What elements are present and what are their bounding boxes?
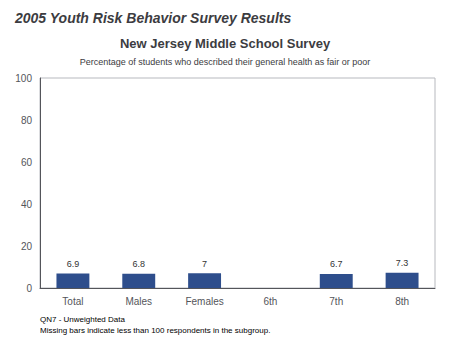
svg-text:6.7: 6.7	[330, 259, 343, 269]
svg-text:Females: Females	[185, 296, 223, 307]
svg-text:QN7 - Unweighted Data: QN7 - Unweighted Data	[40, 315, 125, 324]
svg-text:80: 80	[21, 115, 33, 126]
svg-text:New Jersey Middle School Surve: New Jersey Middle School Survey	[120, 36, 331, 51]
svg-text:6th: 6th	[263, 296, 277, 307]
svg-text:6.9: 6.9	[67, 259, 80, 269]
svg-text:7.3: 7.3	[396, 258, 409, 268]
svg-text:Missing bars indicate less tha: Missing bars indicate less than 100 resp…	[40, 326, 270, 335]
svg-text:Males: Males	[125, 296, 152, 307]
svg-text:100: 100	[15, 73, 32, 84]
svg-text:8th: 8th	[395, 296, 409, 307]
svg-text:6.8: 6.8	[132, 259, 145, 269]
svg-text:2005 Youth Risk Behavior Surve: 2005 Youth Risk Behavior Survey Results	[14, 10, 291, 26]
svg-text:20: 20	[21, 241, 33, 252]
svg-text:7th: 7th	[329, 296, 343, 307]
svg-text:60: 60	[21, 157, 33, 168]
svg-text:Total: Total	[62, 296, 83, 307]
svg-text:40: 40	[21, 199, 33, 210]
svg-text:0: 0	[26, 283, 32, 294]
svg-text:Percentage of students who des: Percentage of students who described the…	[80, 57, 371, 67]
svg-text:7: 7	[202, 259, 207, 269]
